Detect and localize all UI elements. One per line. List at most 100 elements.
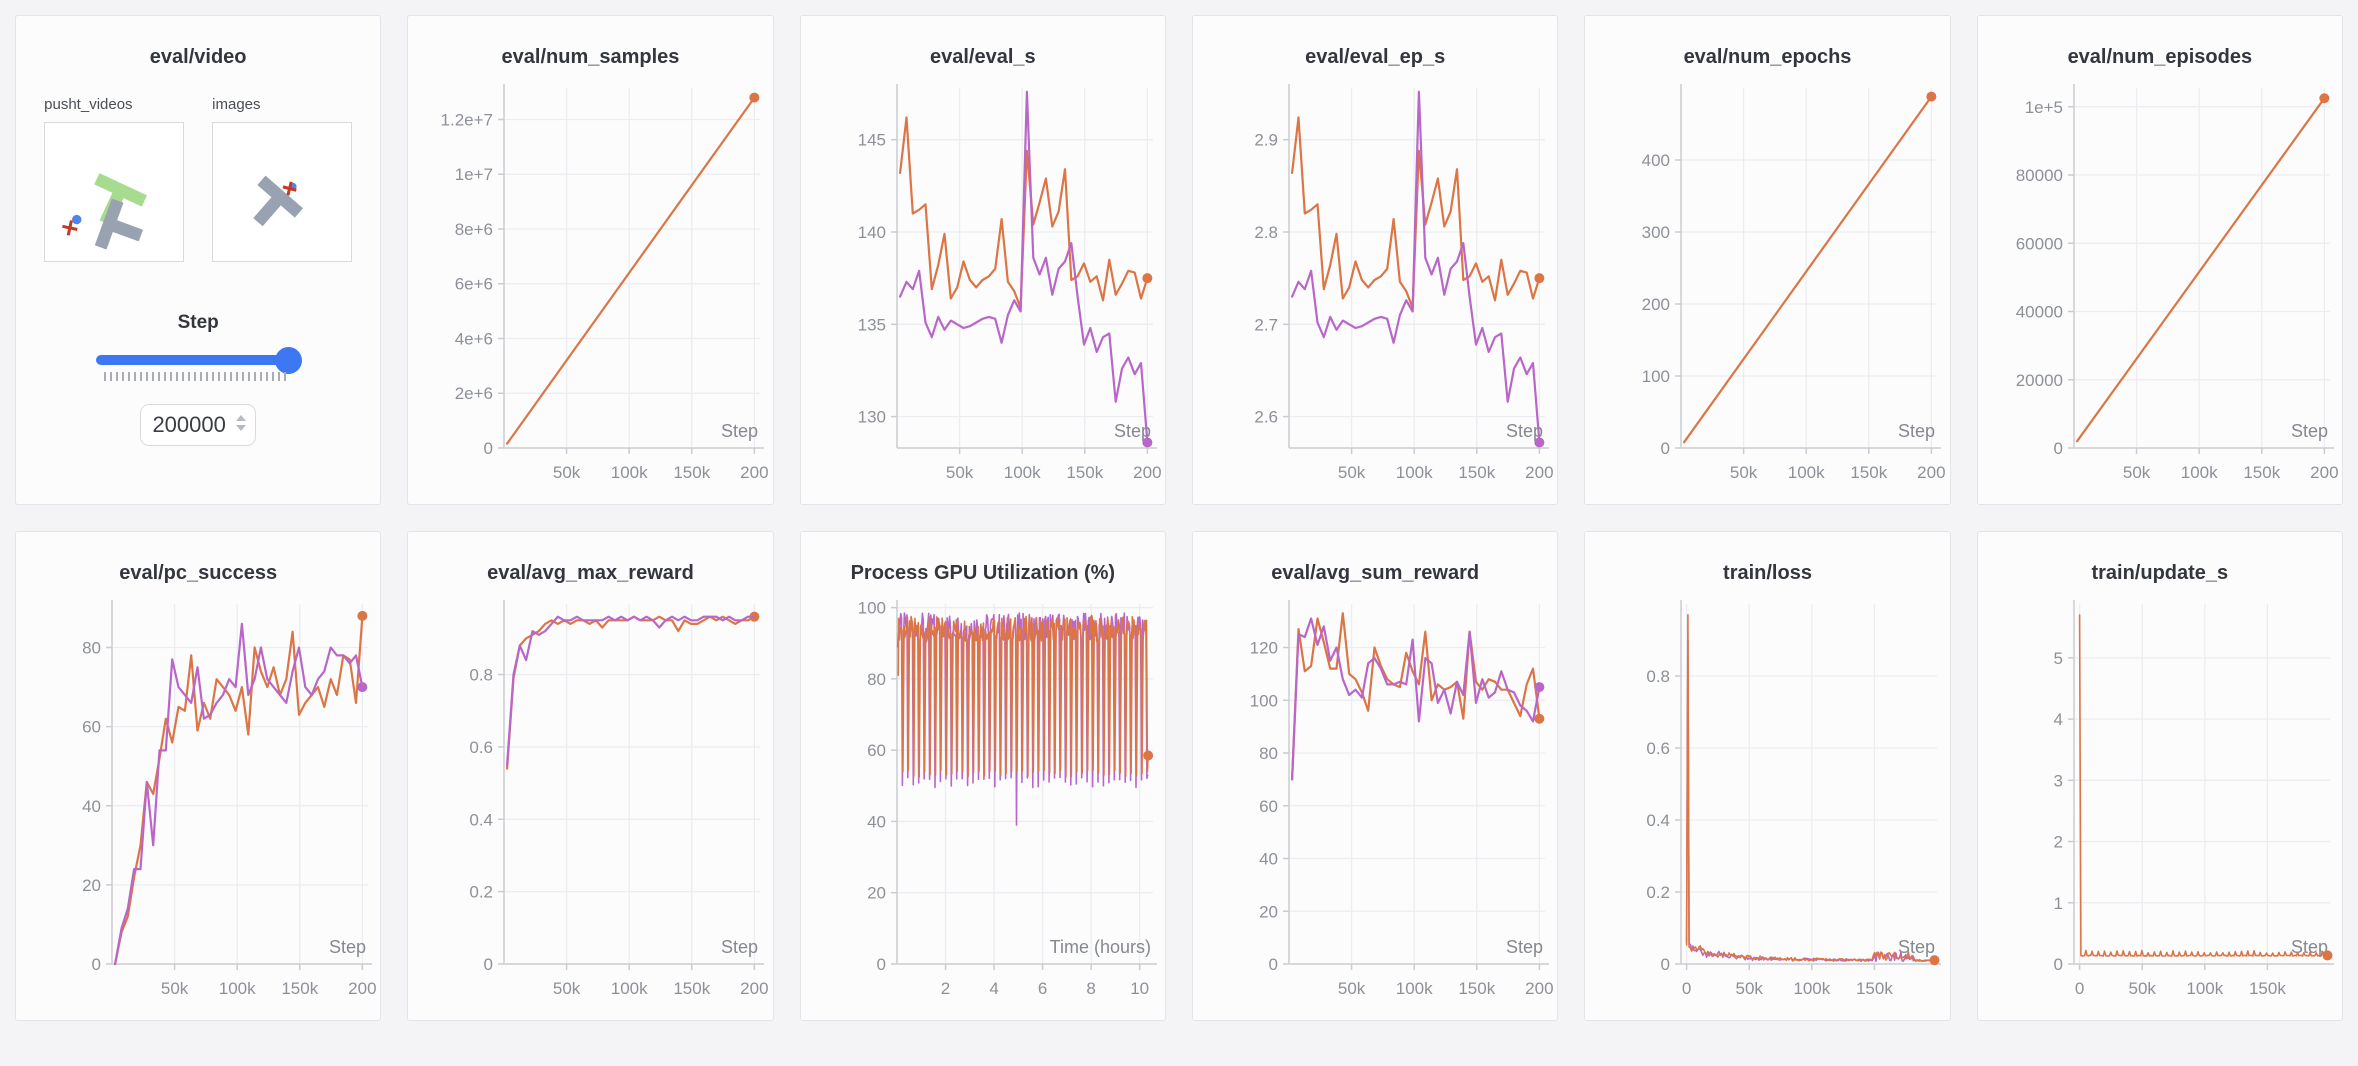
chart-eval-num-samples[interactable]: 0 2e+6 4e+6 6e+6 8e+6 1e+7 1.2e+7 50k 100k 150k 20… [408, 74, 772, 494]
svg-text:2.7: 2.7 [1255, 315, 1279, 334]
svg-text:8e+6: 8e+6 [455, 220, 493, 239]
svg-text:100k: 100k [611, 979, 648, 998]
svg-text:0.8: 0.8 [470, 666, 494, 685]
step-increment-icon[interactable] [236, 415, 247, 421]
svg-text:100: 100 [1642, 367, 1670, 386]
svg-text:120: 120 [1250, 639, 1278, 658]
svg-text:1e+7: 1e+7 [455, 165, 493, 184]
chart-process-gpu-utilization[interactable]: 0 20 40 60 80 100 2 4 6 8 10 Time (hours) [801, 590, 1165, 1010]
svg-text:150k: 150k [2249, 979, 2286, 998]
svg-text:Step: Step [1506, 937, 1543, 957]
panel-eval-eval-ep-s: eval/eval_ep_s 2.6 2.7 2.8 2.9 50k 100k 150k 20… [1192, 15, 1559, 505]
t-block-icon [253, 175, 304, 227]
images-thumb[interactable]: images [212, 96, 353, 262]
svg-text:4e+6: 4e+6 [455, 329, 493, 348]
thumb-label: pusht_videos [44, 96, 133, 113]
svg-text:60: 60 [1259, 797, 1278, 816]
svg-text:1.2e+7: 1.2e+7 [441, 110, 493, 129]
svg-text:300: 300 [1642, 223, 1670, 242]
svg-text:100k: 100k [2181, 463, 2218, 482]
stepper-arrows [236, 415, 247, 431]
svg-text:40000: 40000 [2016, 303, 2063, 322]
pusht-video-thumbnail[interactable] [44, 122, 185, 262]
panel-eval-eval-s: eval/eval_s 130 135 140 145 50k 100k 150k 200 St… [799, 15, 1166, 505]
svg-text:100: 100 [1250, 691, 1278, 710]
chart-title: Process GPU Utilization (%) [850, 562, 1116, 584]
svg-text:6: 6 [1038, 979, 1047, 998]
svg-text:Step: Step [1506, 421, 1543, 441]
svg-text:400: 400 [1642, 151, 1670, 170]
svg-text:60: 60 [867, 741, 886, 760]
step-decrement-icon[interactable] [236, 425, 247, 431]
svg-text:0.4: 0.4 [1647, 811, 1671, 830]
svg-text:100k: 100k [1788, 463, 1825, 482]
svg-text:150k: 150k [1851, 463, 1888, 482]
chart-eval-pc-success[interactable]: 0 20 40 60 80 50k 100k 150k 200 Step [16, 590, 380, 1010]
panel-train-update-s: train/update_s 0 1 2 3 4 5 0 50k 100k 150k Step [1976, 531, 2343, 1021]
svg-text:40: 40 [1259, 850, 1278, 869]
dashboard-grid: eval/video pusht_videos [15, 15, 2343, 1021]
panel-eval-num-samples: eval/num_samples 0 2e+6 4e+6 6e+6 8e+6 1e+7 1.… [407, 15, 774, 505]
svg-text:80: 80 [82, 639, 101, 658]
chart-train-update-s[interactable]: 0 1 2 3 4 5 0 50k 100k 150k Step [1978, 590, 2342, 1010]
svg-text:10: 10 [1130, 979, 1149, 998]
svg-text:0: 0 [2075, 979, 2084, 998]
svg-text:50k: 50k [1730, 463, 1758, 482]
images-thumbnail[interactable] [212, 122, 353, 262]
chart-train-loss[interactable]: 0 0.2 0.4 0.6 0.8 0 50k 100k 150k Step [1585, 590, 1949, 1010]
svg-text:2: 2 [2053, 833, 2062, 852]
svg-text:150k: 150k [281, 979, 318, 998]
svg-text:150k: 150k [1458, 979, 1495, 998]
svg-text:200: 200 [1525, 463, 1553, 482]
chart-title: eval/eval_ep_s [1305, 46, 1446, 68]
chart-eval-eval-s[interactable]: 130 135 140 145 50k 100k 150k 200 Step [801, 74, 1165, 494]
svg-text:200: 200 [1642, 295, 1670, 314]
svg-text:150k: 150k [1856, 979, 1893, 998]
svg-text:40: 40 [82, 797, 101, 816]
svg-text:2: 2 [941, 979, 950, 998]
svg-text:50k: 50k [553, 463, 581, 482]
svg-text:1: 1 [2053, 894, 2062, 913]
slider-thumb[interactable] [275, 347, 303, 374]
panel-train-loss: train/loss 0 0.2 0.4 0.6 0.8 0 50k 100k 150k Step [1584, 531, 1951, 1021]
slider-tick-marks [104, 372, 291, 381]
svg-text:20: 20 [867, 884, 886, 903]
svg-text:0.8: 0.8 [1647, 667, 1671, 686]
svg-text:100k: 100k [1396, 979, 1433, 998]
slider-track[interactable] [96, 355, 301, 365]
svg-text:2.6: 2.6 [1255, 408, 1279, 427]
chart-eval-num-episodes[interactable]: 0 20000 40000 60000 80000 1e+5 50k 100k 150k 200 S… [1978, 74, 2342, 494]
svg-text:0: 0 [1269, 955, 1278, 974]
svg-text:145: 145 [857, 131, 885, 150]
pusht-videos-thumb[interactable]: pusht_videos [44, 96, 185, 262]
svg-text:0.2: 0.2 [470, 883, 494, 902]
chart-title: eval/num_samples [501, 46, 680, 68]
svg-text:2.8: 2.8 [1255, 223, 1279, 242]
step-slider-label: Step [177, 312, 219, 333]
svg-text:200: 200 [1918, 463, 1946, 482]
svg-text:200: 200 [741, 979, 769, 998]
svg-text:0: 0 [1661, 439, 1670, 458]
panel-eval-num-epochs: eval/num_epochs 0 100 200 300 400 50k 100k 150k… [1584, 15, 1951, 505]
svg-text:50k: 50k [553, 979, 581, 998]
svg-text:200: 200 [348, 979, 376, 998]
svg-text:50k: 50k [2123, 463, 2151, 482]
svg-text:Time (hours): Time (hours) [1049, 937, 1150, 957]
svg-text:5: 5 [2053, 649, 2062, 668]
svg-text:0: 0 [876, 955, 885, 974]
svg-text:Step: Step [721, 937, 758, 957]
chart-eval-avg-max-reward[interactable]: 0 0.2 0.4 0.6 0.8 50k 100k 150k 200 Step [408, 590, 772, 1010]
svg-text:0: 0 [2053, 439, 2062, 458]
svg-text:0.6: 0.6 [470, 738, 494, 757]
step-slider[interactable] [96, 346, 303, 388]
chart-eval-avg-sum-reward[interactable]: 0 20 40 60 80 100 120 50k 100k 150k 200 Step [1193, 590, 1557, 1010]
chart-eval-eval-ep-s[interactable]: 2.6 2.7 2.8 2.9 50k 100k 150k 200 Step [1193, 74, 1557, 494]
svg-text:200: 200 [741, 463, 769, 482]
chart-eval-num-epochs[interactable]: 0 100 200 300 400 50k 100k 150k 200 Step [1585, 74, 1949, 494]
svg-text:20: 20 [1259, 902, 1278, 921]
step-input-wrap [140, 404, 257, 446]
svg-text:200: 200 [2310, 463, 2338, 482]
chart-title: eval/avg_sum_reward [1271, 562, 1480, 584]
svg-text:150k: 150k [1458, 463, 1495, 482]
svg-text:50k: 50k [161, 979, 189, 998]
